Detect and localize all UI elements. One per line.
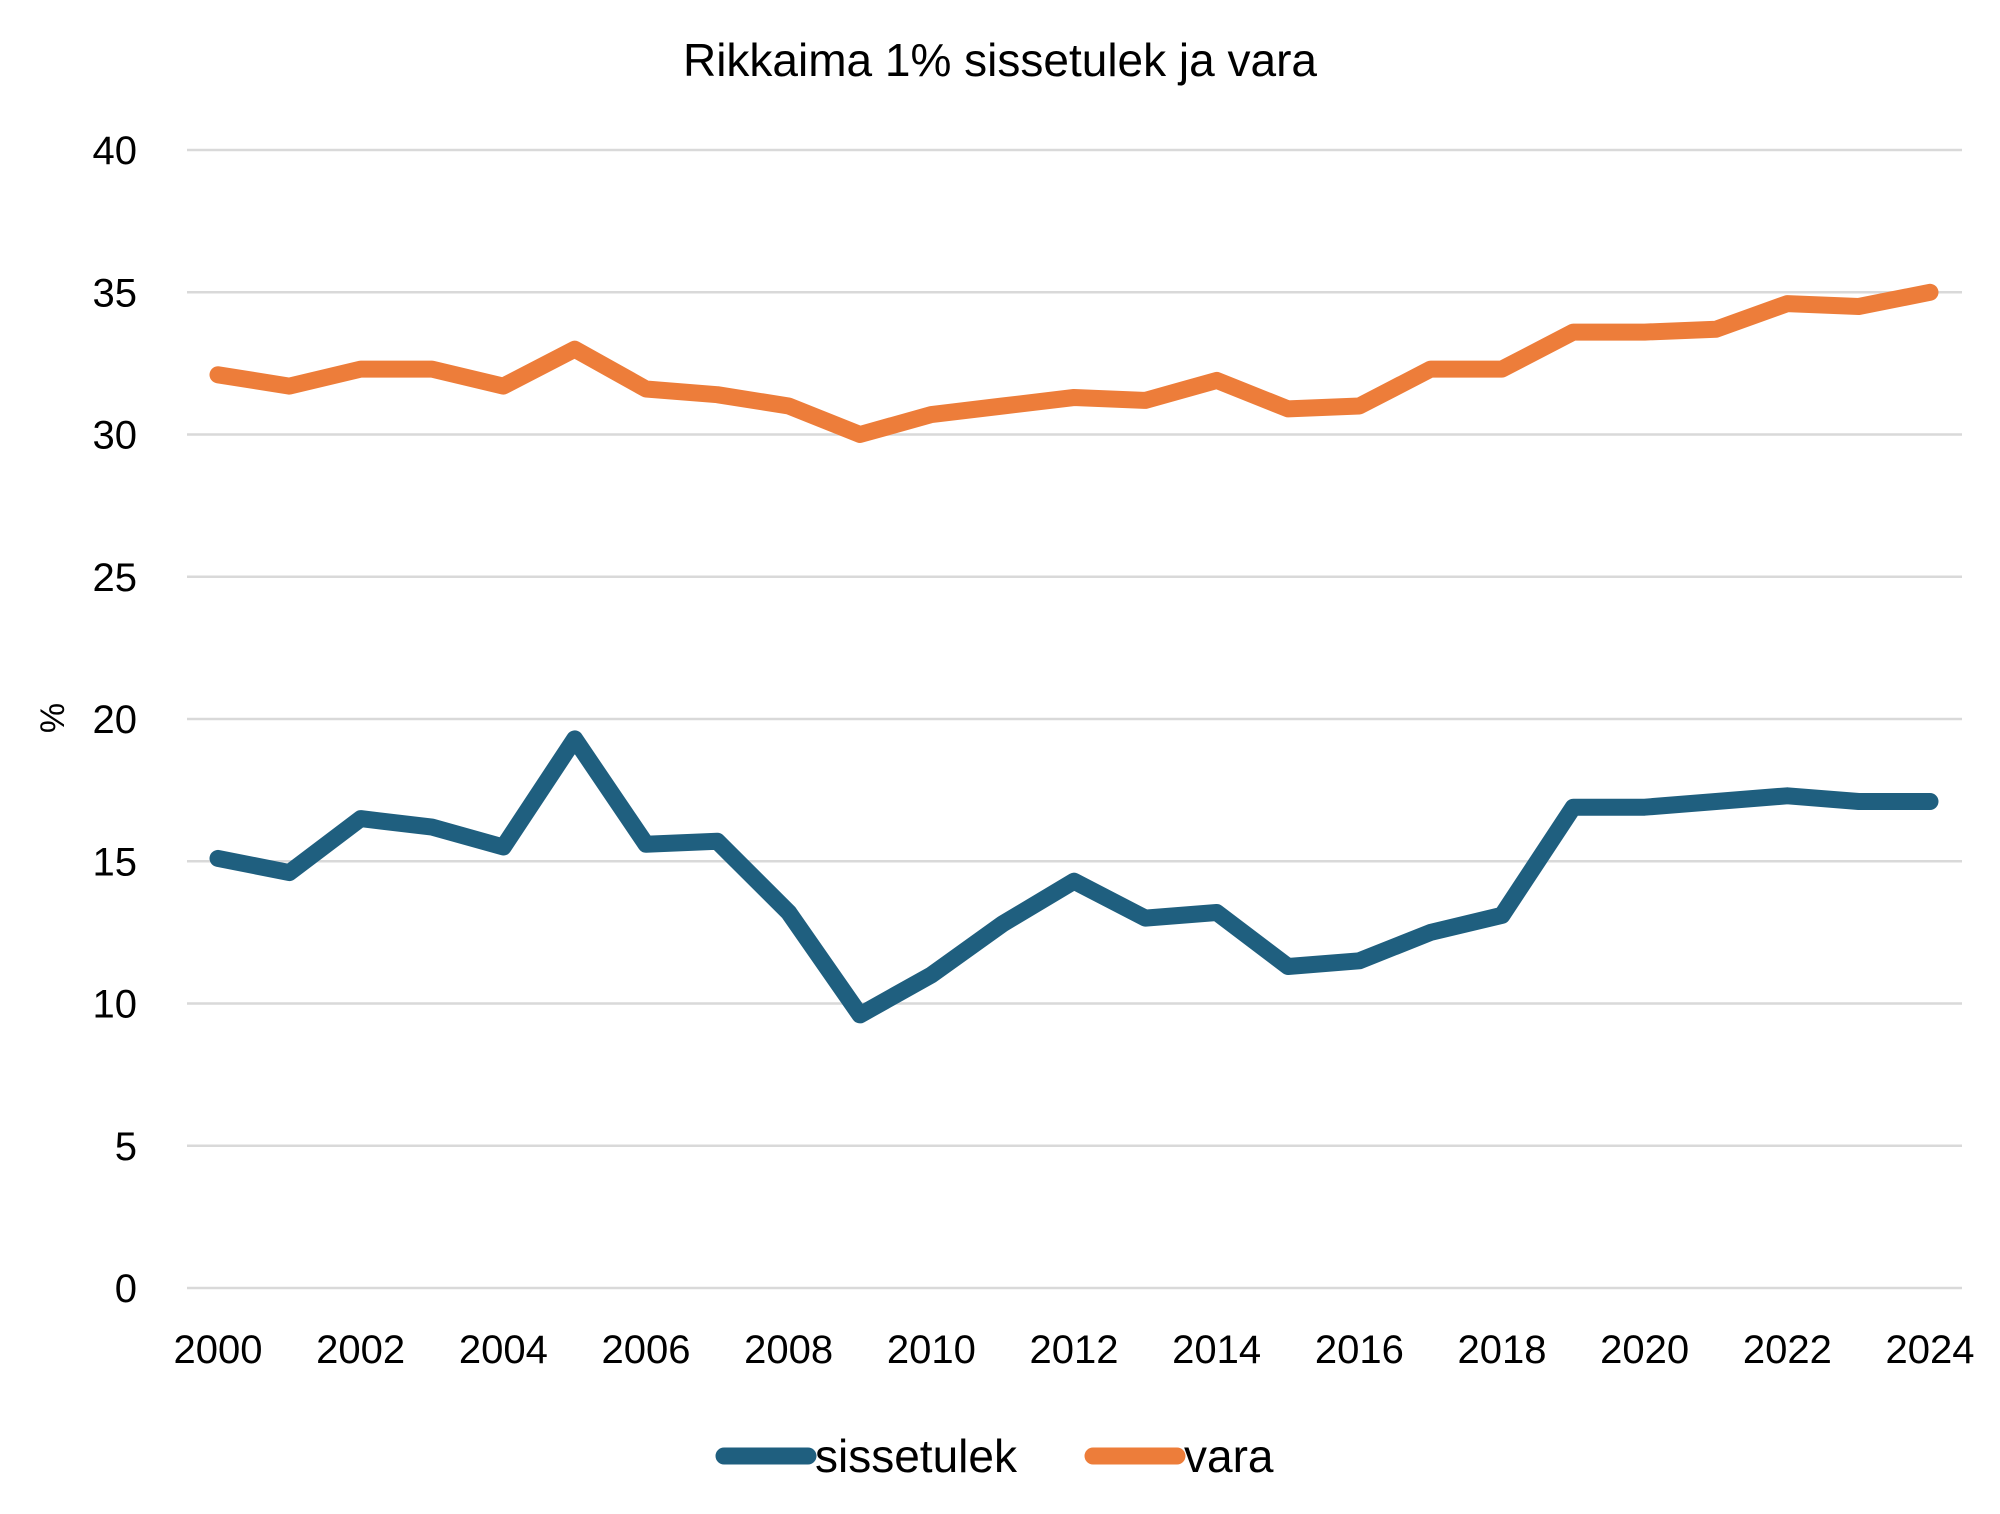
x-tick-label: 2014 (1172, 1328, 1261, 1372)
x-tick-label: 2006 (602, 1328, 691, 1372)
y-tick-label: 20 (93, 698, 138, 742)
x-tick-label: 2022 (1743, 1328, 1832, 1372)
series-line-vara (209, 283, 1939, 443)
legend-label-sissetulek: sissetulek (815, 1430, 1018, 1482)
y-tick-label: 40 (93, 129, 138, 173)
legend-label-vara: vara (1184, 1430, 1274, 1482)
x-tick-label: 2018 (1458, 1328, 1547, 1372)
y-tick-label: 10 (93, 983, 138, 1027)
y-tick-label: 25 (93, 556, 138, 600)
series-lines (209, 283, 1939, 1024)
x-axis-ticks: 2000 2002 2004 2006 2008 2010 2012 2014 2016 2018… (174, 1328, 1975, 1372)
x-tick-label: 2008 (744, 1328, 833, 1372)
y-tick-label: 0 (115, 1267, 137, 1311)
chart-title: Rikkaima 1% sissetulek ja vara (683, 34, 1317, 86)
y-tick-label: 15 (93, 840, 138, 884)
x-tick-label: 2016 (1315, 1328, 1404, 1372)
y-tick-label: 5 (115, 1125, 137, 1169)
x-tick-label: 2010 (887, 1328, 976, 1372)
legend: sissetulek vara (715, 1430, 1274, 1482)
x-tick-label: 2024 (1886, 1328, 1975, 1372)
gridlines (187, 148, 1962, 1290)
y-tick-label: 35 (93, 271, 138, 315)
x-tick-label: 2004 (459, 1328, 548, 1372)
series-line-sissetulek (209, 730, 1939, 1024)
x-tick-label: 2002 (316, 1328, 405, 1372)
y-axis-ticks: 0 5 10 15 20 25 30 35 40 (93, 129, 138, 1311)
y-tick-label: 30 (93, 414, 138, 458)
x-tick-label: 2012 (1030, 1328, 1119, 1372)
y-axis-title: % (34, 703, 72, 733)
x-tick-label: 2000 (174, 1328, 263, 1372)
x-tick-label: 2020 (1600, 1328, 1689, 1372)
